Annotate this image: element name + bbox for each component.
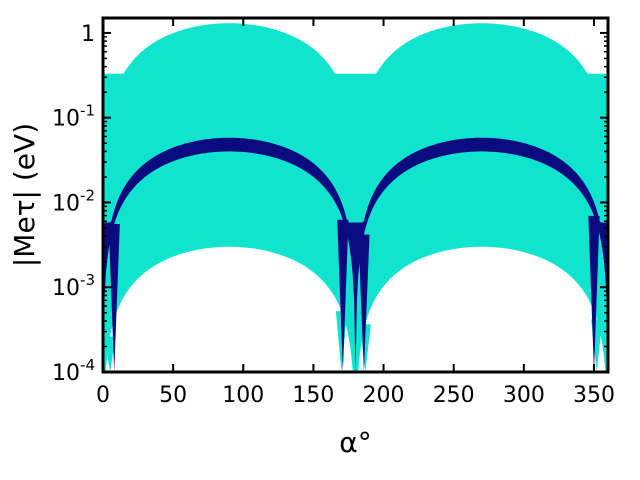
series-1-notch-2 (358, 234, 370, 372)
x-tick-label-7: 350 (573, 383, 615, 408)
x-axis-title: α° (339, 426, 371, 459)
data-series-layer (103, 23, 608, 372)
x-tick-label-3: 150 (292, 383, 334, 408)
y-tick-label-3: 10-1 (52, 102, 95, 132)
x-tick-label-4: 200 (363, 383, 405, 408)
x-tick-label-2: 100 (222, 383, 264, 408)
series-1 (103, 137, 608, 372)
y-axis-title: |Meτ| (eV) (8, 123, 41, 267)
series-1-notch-3 (588, 215, 600, 372)
series-1-band (103, 137, 608, 372)
x-tick-label-6: 300 (503, 383, 545, 408)
series-1-notch-0 (108, 224, 120, 372)
y-tick-label-0: 10-4 (52, 356, 95, 386)
axes-layer: 0 50 100 150 200 250 300 350 10-4 10-3 10-2 10-1 1 (52, 16, 615, 408)
y-tick-label-4: 1 (81, 22, 95, 47)
series-0-notch-0 (104, 336, 116, 372)
x-tick-label-0: 0 (96, 383, 110, 408)
y-tick-label-1: 10-3 (52, 271, 95, 301)
series-0-band (103, 23, 608, 372)
y-tick-label-2: 10-2 (52, 186, 95, 216)
x-tick-label-5: 250 (433, 383, 475, 408)
plot-frame (101, 16, 610, 374)
x-tick-label-1: 50 (159, 383, 187, 408)
series-1-notch-1 (337, 219, 349, 372)
